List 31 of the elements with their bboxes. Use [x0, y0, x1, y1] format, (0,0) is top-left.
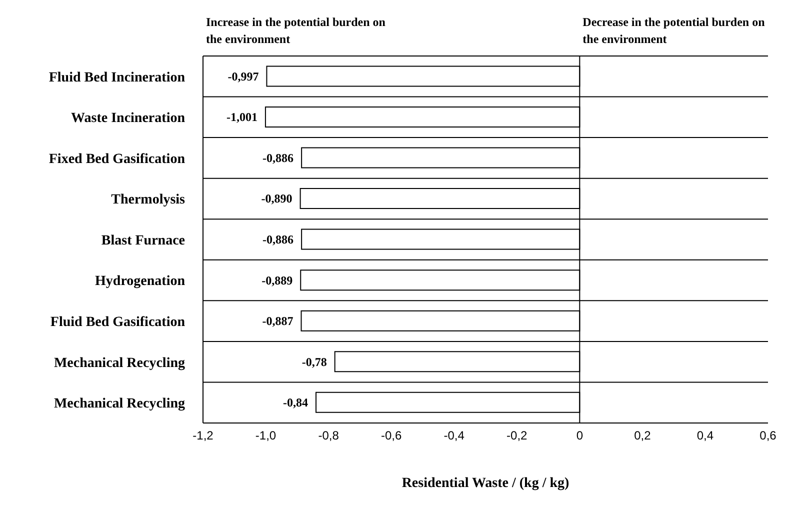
x-tick-label: 0,6	[760, 428, 777, 443]
data-label: -0,78	[302, 354, 327, 369]
x-tick-label: -0,2	[506, 428, 528, 443]
x-tick-label: -0,4	[444, 428, 465, 443]
y-tick-label: Fluid Bed Gasification	[50, 315, 186, 330]
y-tick-label: Blast Furnace	[101, 233, 185, 248]
data-label: -1,001	[226, 110, 258, 124]
y-tick-label: Mechanical Recycling	[54, 356, 185, 371]
data-label: -0,890	[261, 192, 292, 206]
y-tick-label: Waste Incineration	[71, 111, 186, 126]
x-tick-label: -1,2	[192, 428, 214, 443]
x-tick-label: 0,2	[634, 428, 652, 443]
y-tick-label: Thermolysis	[111, 192, 186, 208]
data-label: -0,886	[262, 232, 294, 247]
data-label: -0,889	[262, 273, 293, 288]
y-tick-label: Mechanical Recycling	[54, 396, 185, 412]
y-tick-label: Hydrogenation	[95, 274, 186, 290]
data-label: -0,887	[262, 314, 294, 328]
text: Increase in the potential burden on the environment	[206, 14, 386, 48]
x-tick-label: -1,0	[255, 428, 276, 443]
x-tick-label: 0	[576, 428, 584, 443]
x-tick-label: -0,6	[380, 428, 402, 443]
data-label: -0,997	[228, 69, 259, 84]
y-tick-label: Fixed Bed Gasification	[48, 152, 186, 167]
data-label: -0,84	[283, 396, 308, 410]
data-label: -0,886	[262, 150, 294, 165]
text: Decrease in the potential burden on the environment	[582, 14, 766, 48]
x-tick-label: -0,8	[318, 428, 340, 443]
x-tick-label: 0,4	[696, 428, 714, 443]
y-tick-label: Fluid Bed Incineration	[48, 70, 186, 86]
x-axis-title: Residential Waste / (kg / kg)	[400, 476, 570, 492]
